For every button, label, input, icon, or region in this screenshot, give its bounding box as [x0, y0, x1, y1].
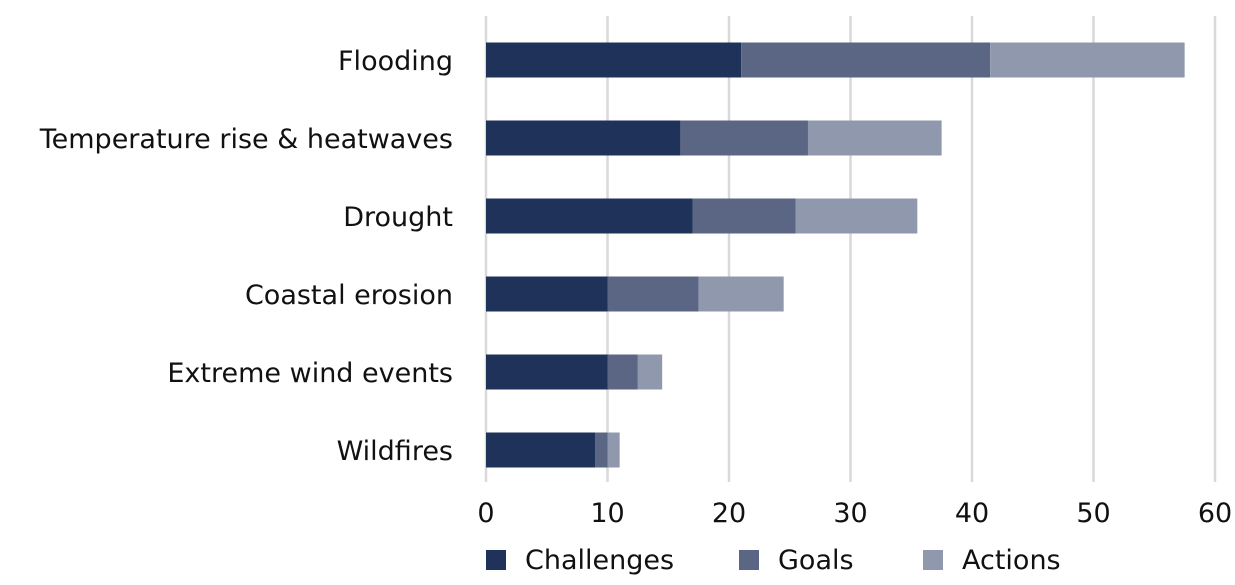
- category-label: Extreme wind events: [167, 358, 453, 389]
- legend-swatch-challenges: [486, 550, 506, 570]
- bar-goals-3: [607, 276, 699, 312]
- legend-swatch-goals: [739, 550, 759, 570]
- x-tick-label: 60: [1198, 498, 1232, 529]
- bar-actions-3: [698, 276, 784, 312]
- bar-goals-1: [680, 120, 808, 156]
- bar-challenges-2: [486, 198, 693, 234]
- legend-label-actions: Actions: [962, 545, 1061, 576]
- bar-actions-0: [990, 42, 1185, 78]
- legend: Challenges Goals Actions: [486, 545, 1061, 576]
- bar-actions-4: [637, 354, 663, 390]
- legend-swatch-actions: [923, 550, 943, 570]
- bar-challenges-1: [486, 120, 681, 156]
- bar-actions-5: [607, 432, 620, 468]
- category-label: Wildfires: [337, 436, 453, 467]
- bar-challenges-0: [486, 42, 742, 78]
- bar-goals-0: [741, 42, 991, 78]
- bar-goals-2: [692, 198, 796, 234]
- category-label: Temperature rise & heatwaves: [39, 124, 453, 155]
- category-label: Drought: [343, 202, 453, 233]
- bar-challenges-5: [486, 432, 596, 468]
- bar-challenges-4: [486, 354, 608, 390]
- bar-actions-2: [795, 198, 918, 234]
- category-label: Flooding: [338, 46, 453, 77]
- x-tick-label: 30: [833, 498, 867, 529]
- x-tick-label: 0: [477, 498, 494, 529]
- bar-challenges-3: [486, 276, 608, 312]
- bar-goals-4: [607, 354, 638, 390]
- x-tick-label: 50: [1076, 498, 1110, 529]
- bars: [486, 42, 1185, 468]
- category-label: Coastal erosion: [245, 280, 453, 311]
- x-tick-label: 10: [590, 498, 624, 529]
- x-tick-label: 20: [712, 498, 746, 529]
- x-tick-label: 40: [955, 498, 989, 529]
- bar-goals-5: [595, 432, 608, 468]
- legend-label-goals: Goals: [778, 545, 854, 576]
- category-labels: Flooding Temperature rise & heatwaves Drou…: [39, 46, 453, 467]
- gridlines: [484, 16, 1217, 482]
- legend-label-challenges: Challenges: [525, 545, 674, 576]
- bar-actions-1: [807, 120, 942, 156]
- x-axis-tick-labels: 0 10 20 30 40 50 60: [477, 498, 1232, 529]
